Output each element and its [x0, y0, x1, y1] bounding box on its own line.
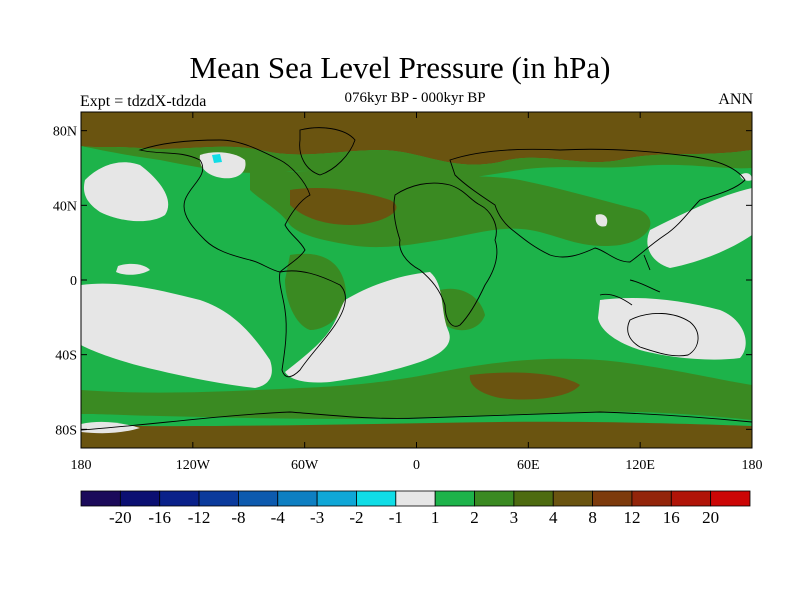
x-tick-label: 60E [517, 458, 540, 473]
x-tick-label: 120W [176, 458, 211, 473]
colorbar-swatch [592, 490, 633, 507]
colorbar-label: 1 [431, 508, 440, 527]
colorbar-swatch [119, 490, 161, 507]
y-tick-label: 0 [70, 274, 77, 289]
colorbar-label: -12 [188, 508, 211, 527]
colorbar-label: -1 [389, 508, 403, 527]
x-tick-label: 180 [742, 458, 763, 473]
y-tick-label: 40S [55, 349, 77, 364]
x-tick-label: 120E [625, 458, 655, 473]
colorbar-label: -8 [231, 508, 245, 527]
x-tick-label: 0 [413, 458, 420, 473]
x-axis: 180 120W 60W 0 60E 120E 180 [71, 112, 763, 473]
colorbar-swatch [513, 490, 554, 507]
x-tick-label: 180 [71, 458, 92, 473]
colorbar-swatch [198, 490, 239, 507]
colorbar-label: 8 [588, 508, 597, 527]
colorbar-label: 3 [510, 508, 519, 527]
experiment-label: Expt = tdzdX-tdzda [80, 93, 207, 110]
y-tick-label: 80N [53, 125, 77, 140]
colorbar-label: -4 [271, 508, 286, 527]
coastlines [81, 127, 752, 431]
colorbar-label: 16 [663, 508, 680, 527]
colorbar-swatch [710, 490, 751, 507]
colorbar-swatch [434, 490, 475, 507]
colorbar-swatch [552, 490, 593, 507]
colorbar-label: -16 [148, 508, 171, 527]
map-subtitle: 076kyr BP - 000kyr BP [344, 90, 486, 106]
colorbar-label: -2 [349, 508, 363, 527]
colorbar-swatch [670, 490, 712, 507]
colorbar-label: -20 [109, 508, 132, 527]
map-title: Mean Sea Level Pressure (in hPa) [189, 50, 611, 85]
y-tick-label: 40N [53, 199, 77, 214]
y-tick-label: 80S [55, 423, 77, 438]
colorbar-label: 4 [549, 508, 558, 527]
colorbar-swatch [277, 490, 318, 507]
colorbar-label: 12 [623, 508, 640, 527]
colorbar-swatch [316, 490, 357, 507]
colorbar-swatch [356, 490, 397, 507]
season-label: ANN [718, 91, 753, 108]
colorbar-label: 2 [470, 508, 479, 527]
map-field [81, 112, 752, 448]
colorbar-swatch [631, 490, 672, 507]
y-axis: 80N 40N 0 40S 80S [53, 125, 752, 438]
colorbar-swatch [395, 490, 436, 507]
colorbar-swatch [238, 490, 279, 507]
colorbar-label: 20 [702, 508, 719, 527]
colorbar-swatch [80, 490, 121, 507]
colorbar-swatch [474, 490, 515, 507]
x-tick-label: 60W [291, 458, 319, 473]
colorbar: -20 -16 -12 -8 -4 -3 -2 -1 1 2 3 4 8 12 16 20 [80, 490, 751, 527]
colorbar-label: -3 [310, 508, 324, 527]
colorbar-swatch [159, 490, 200, 507]
